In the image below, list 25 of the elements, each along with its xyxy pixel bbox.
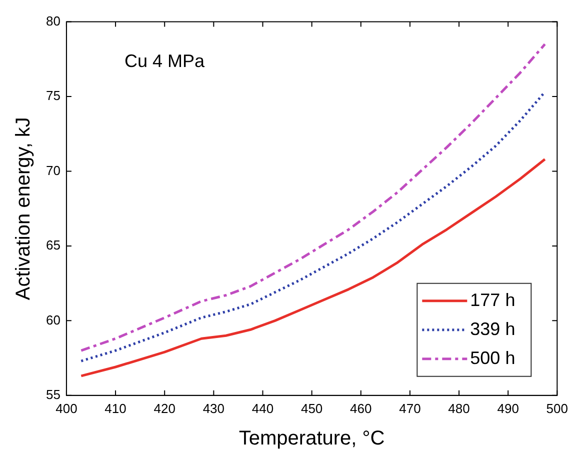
y-tick-label: 70 bbox=[46, 162, 60, 178]
x-tick-label: 410 bbox=[104, 400, 126, 416]
y-tick-label: 55 bbox=[46, 386, 60, 402]
legend-label: 177 h bbox=[470, 290, 516, 310]
x-tick-label: 430 bbox=[202, 400, 225, 416]
line-series bbox=[80, 90, 546, 362]
x-tick-label: 490 bbox=[497, 400, 519, 416]
x-tick-label: 480 bbox=[448, 400, 470, 416]
x-tick-label: 460 bbox=[350, 400, 372, 416]
x-tick-label: 450 bbox=[300, 400, 323, 416]
y-tick-label: 60 bbox=[46, 312, 60, 328]
y-tick-label: 65 bbox=[46, 238, 60, 253]
x-tick-label: 470 bbox=[399, 400, 421, 416]
y-tick-label: 80 bbox=[46, 13, 60, 28]
y-axis-title: Activation energy, kJ bbox=[12, 117, 35, 300]
y-tick-label: 75 bbox=[46, 88, 60, 104]
legend-label: 339 h bbox=[470, 318, 516, 339]
x-tick-label: 420 bbox=[154, 400, 176, 416]
x-tick-label: 400 bbox=[56, 400, 78, 416]
annotation: Cu 4 MPa bbox=[124, 50, 206, 71]
line-series bbox=[80, 42, 546, 352]
x-axis-title: Temperature, °C bbox=[238, 428, 385, 450]
legend-label: 500 h bbox=[470, 348, 516, 368]
x-tick-label: 440 bbox=[252, 400, 274, 416]
x-tick-label: 500 bbox=[546, 400, 568, 416]
